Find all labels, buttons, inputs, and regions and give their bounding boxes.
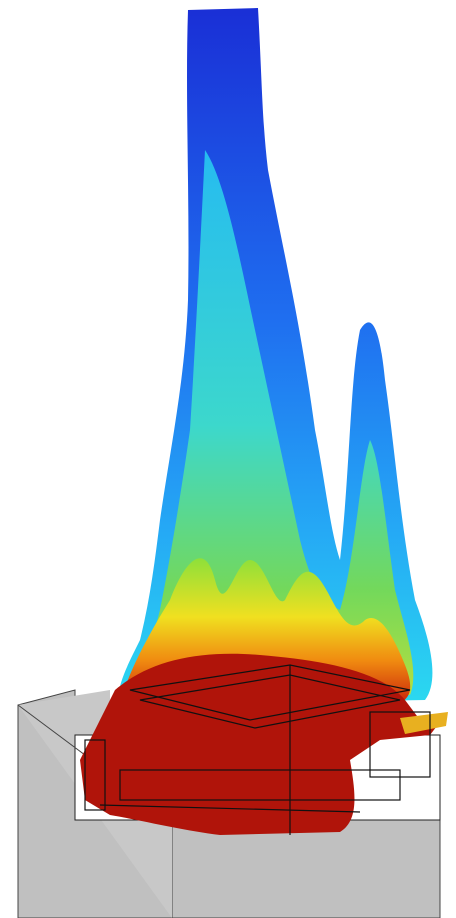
box-front-face (172, 820, 440, 918)
plume-visualization (0, 0, 456, 918)
page (0, 0, 456, 918)
